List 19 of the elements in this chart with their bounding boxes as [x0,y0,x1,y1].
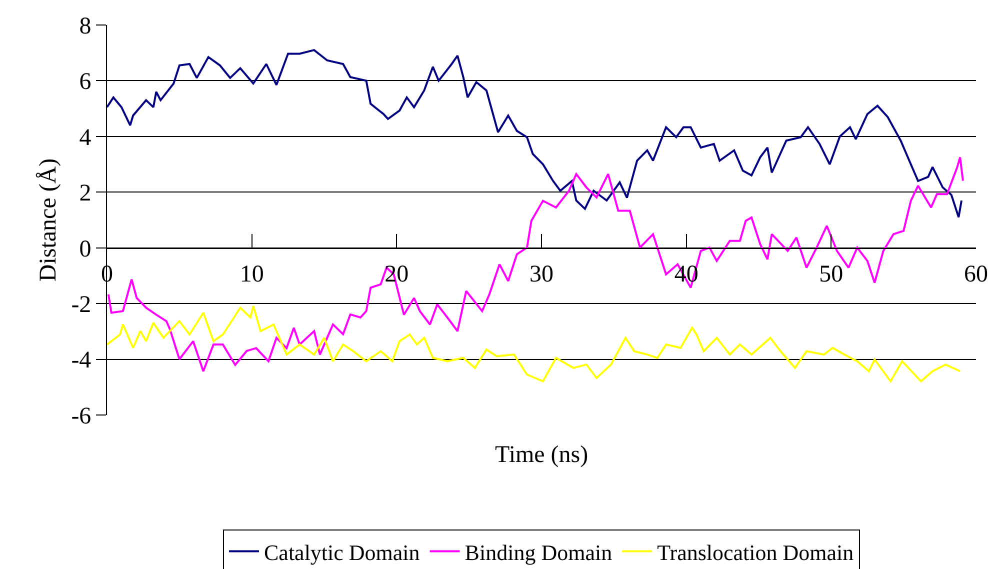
x-tick-label: 30 [530,262,554,288]
x-tick-label: 10 [240,262,264,288]
y-tick-label: -6 [71,403,92,430]
y-tick-label: -4 [71,348,92,374]
x-axis-title: Time (ns) [495,442,588,468]
y-tick-label: 4 [79,124,92,151]
y-tick-label: 0 [79,236,92,262]
y-tick-label: 2 [79,180,92,207]
line-series [107,49,963,218]
y-tick-label: 8 [79,13,92,40]
x-tick-label: 50 [819,262,844,288]
y-tick-label: 6 [79,69,92,96]
x-tick-label: 60 [964,262,988,288]
legend-label: Binding Domain [464,540,612,565]
legend-label: Catalytic Domain [264,540,420,565]
y-axis-title: Distance (Å) [35,158,62,282]
legend-label: Translocation Domain [657,540,854,565]
line-series [107,305,962,382]
y-tick-label: -2 [71,292,92,318]
